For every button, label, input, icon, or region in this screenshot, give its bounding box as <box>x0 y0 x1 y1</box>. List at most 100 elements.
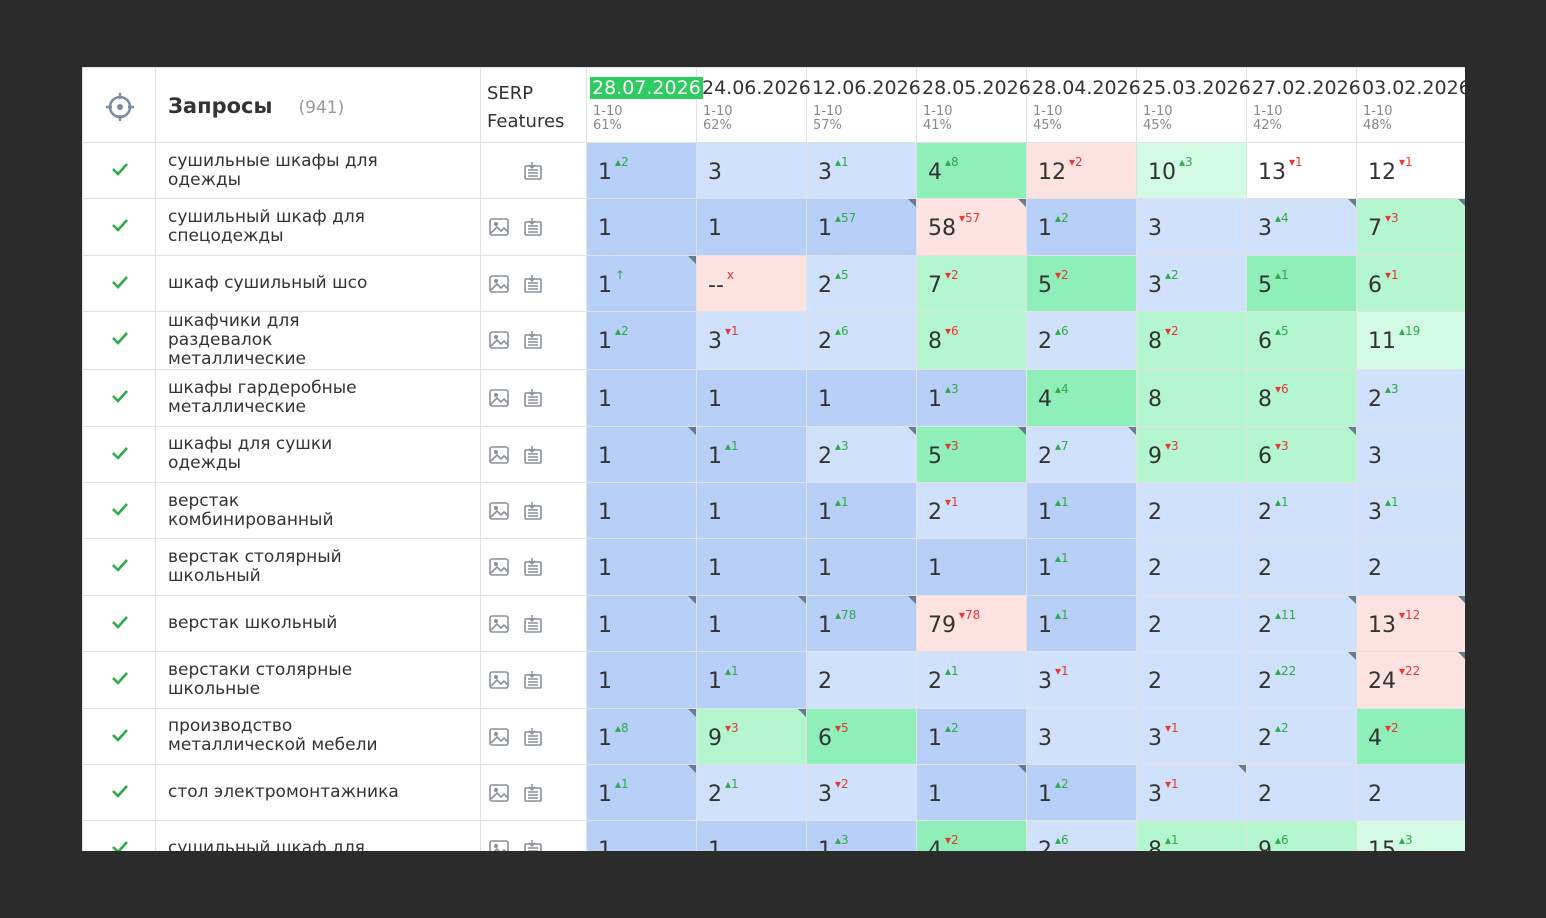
check-icon[interactable] <box>111 217 129 237</box>
position-cell[interactable]: 2 ▴1 <box>916 651 1027 709</box>
position-cell[interactable]: 15 ▴3 <box>1356 820 1465 851</box>
position-cell[interactable]: 1 <box>586 198 697 256</box>
position-cell[interactable]: 1 <box>916 763 1027 822</box>
position-cell[interactable]: 1 ▴3 <box>806 820 917 851</box>
position-cell[interactable]: 1 <box>586 481 697 540</box>
position-cell[interactable]: 2 ▴1 <box>696 763 807 822</box>
target-icon[interactable] <box>105 92 135 122</box>
position-cell[interactable]: 1 ▴1 <box>696 425 807 483</box>
position-cell[interactable]: 3 ▾1 <box>1136 763 1247 822</box>
position-cell[interactable]: 11 ▴19 <box>1356 311 1465 371</box>
check-icon[interactable] <box>111 783 129 803</box>
position-cell[interactable]: 1 <box>696 369 807 427</box>
position-cell[interactable]: 1 <box>586 594 697 653</box>
position-cell[interactable]: 2 <box>1136 481 1247 540</box>
position-cell[interactable]: 1 ▴1 <box>696 651 807 709</box>
check-icon[interactable] <box>111 557 129 577</box>
date-header[interactable]: 27.02.2026 1-10 42% <box>1246 67 1361 143</box>
position-cell[interactable]: 2 <box>1356 538 1465 596</box>
position-cell[interactable]: 1 ▴1 <box>586 763 697 822</box>
position-cell[interactable]: 1 ▴8 <box>586 707 697 765</box>
position-cell[interactable]: 12 ▾2 <box>1026 141 1137 200</box>
position-cell[interactable]: 12 ▾1 <box>1356 141 1465 200</box>
position-cell[interactable]: 3 ▾2 <box>806 763 917 822</box>
date-header[interactable]: 28.05.2026 1-10 41% <box>916 67 1031 143</box>
query-text[interactable]: шкафы гардеробные металлические <box>168 377 357 417</box>
query-text[interactable]: верстак комбинированный <box>168 490 334 530</box>
position-cell[interactable]: 1 <box>916 538 1027 596</box>
position-cell[interactable]: 2 ▴6 <box>1026 311 1137 371</box>
position-cell[interactable]: 2 <box>1136 594 1247 653</box>
query-text[interactable]: шкафчики для раздевалок металлические <box>168 311 307 370</box>
position-cell[interactable]: 2 ▴7 <box>1026 425 1137 483</box>
check-icon[interactable] <box>111 839 129 851</box>
position-cell[interactable]: 7 ▾3 <box>1356 198 1465 256</box>
query-text[interactable]: стол электромонтажника <box>168 782 399 803</box>
check-icon[interactable] <box>111 274 129 294</box>
position-cell[interactable]: 2 <box>806 651 917 709</box>
position-cell[interactable]: 1 <box>586 538 697 596</box>
check-icon[interactable] <box>111 445 129 465</box>
position-cell[interactable]: 1 ▴78 <box>806 594 917 653</box>
query-text[interactable]: шкаф сушильный шсо <box>168 272 368 293</box>
query-text[interactable]: сушильный шкаф для <box>168 838 365 851</box>
position-cell[interactable]: 1 <box>696 538 807 596</box>
position-cell[interactable]: 13 ▾1 <box>1246 141 1357 200</box>
position-cell[interactable]: 2 ▴6 <box>1026 820 1137 851</box>
query-text[interactable]: производство металлической мебели <box>168 716 378 756</box>
check-icon[interactable] <box>111 388 129 408</box>
position-cell[interactable]: 2 ▴11 <box>1246 594 1357 653</box>
position-cell[interactable]: 5 ▾3 <box>916 425 1027 483</box>
position-cell[interactable]: 1 ▴1 <box>1026 538 1137 596</box>
position-cell[interactable]: 3 ▴1 <box>806 141 917 200</box>
position-cell[interactable]: 2 ▴6 <box>806 311 917 371</box>
position-cell[interactable]: 1 ↑ <box>586 254 697 313</box>
position-cell[interactable]: 6 ▾5 <box>806 707 917 765</box>
position-cell[interactable]: 5 ▾2 <box>1026 254 1137 313</box>
position-cell[interactable]: 10 ▴3 <box>1136 141 1247 200</box>
position-cell[interactable]: 3 ▾1 <box>696 311 807 371</box>
check-icon[interactable] <box>111 614 129 634</box>
position-cell[interactable]: 3 <box>1136 198 1247 256</box>
position-cell[interactable]: 1 ▴2 <box>586 311 697 371</box>
position-cell[interactable]: 3 ▾1 <box>1136 707 1247 765</box>
date-header[interactable]: 28.07.2026 1-10 61% <box>586 67 703 143</box>
position-cell[interactable]: 1 <box>696 594 807 653</box>
position-cell[interactable]: 24 ▾22 <box>1356 651 1465 709</box>
position-cell[interactable]: 2 <box>1136 651 1247 709</box>
position-cell[interactable]: 2 <box>1356 763 1465 822</box>
position-cell[interactable]: 1 ▴2 <box>916 707 1027 765</box>
position-cell[interactable]: 8 ▾6 <box>1246 369 1357 427</box>
position-cell[interactable]: 2 ▴2 <box>1246 707 1357 765</box>
position-cell[interactable]: 3 <box>696 141 807 200</box>
position-cell[interactable]: 8 ▾6 <box>916 311 1027 371</box>
position-cell[interactable]: 4 ▴4 <box>1026 369 1137 427</box>
position-cell[interactable]: 3 <box>1356 425 1465 483</box>
date-header[interactable]: 12.06.2026 1-10 57% <box>806 67 921 143</box>
position-cell[interactable]: 2 ▴5 <box>806 254 917 313</box>
position-cell[interactable]: 2 ▴22 <box>1246 651 1357 709</box>
position-cell[interactable]: 2 ▴1 <box>1246 481 1357 540</box>
date-header[interactable]: 25.03.2026 1-10 45% <box>1136 67 1251 143</box>
position-cell[interactable]: 9 ▾3 <box>696 707 807 765</box>
position-cell[interactable]: 5 ▴1 <box>1246 254 1357 313</box>
position-cell[interactable]: 2 ▴3 <box>1356 369 1465 427</box>
position-cell[interactable]: 58 ▾57 <box>916 198 1027 256</box>
position-cell[interactable]: 2 <box>1136 538 1247 596</box>
position-cell[interactable]: 6 ▴5 <box>1246 311 1357 371</box>
position-cell[interactable]: 1 ▴1 <box>1026 594 1137 653</box>
date-header[interactable]: 24.06.2026 1-10 62% <box>696 67 811 143</box>
query-text[interactable]: верстак школьный <box>168 612 338 633</box>
position-cell[interactable]: -- x <box>696 254 807 313</box>
position-cell[interactable]: 1 <box>806 369 917 427</box>
position-cell[interactable]: 6 ▾1 <box>1356 254 1465 313</box>
position-cell[interactable]: 2 ▴3 <box>806 425 917 483</box>
position-cell[interactable]: 1 ▴1 <box>1026 481 1137 540</box>
check-icon[interactable] <box>111 727 129 747</box>
position-cell[interactable]: 1 ▴2 <box>1026 198 1137 256</box>
position-cell[interactable]: 1 <box>696 198 807 256</box>
position-cell[interactable]: 2 <box>1246 763 1357 822</box>
position-cell[interactable]: 9 ▴6 <box>1246 820 1357 851</box>
position-cell[interactable]: 3 ▴1 <box>1356 481 1465 540</box>
position-cell[interactable]: 1 <box>586 651 697 709</box>
